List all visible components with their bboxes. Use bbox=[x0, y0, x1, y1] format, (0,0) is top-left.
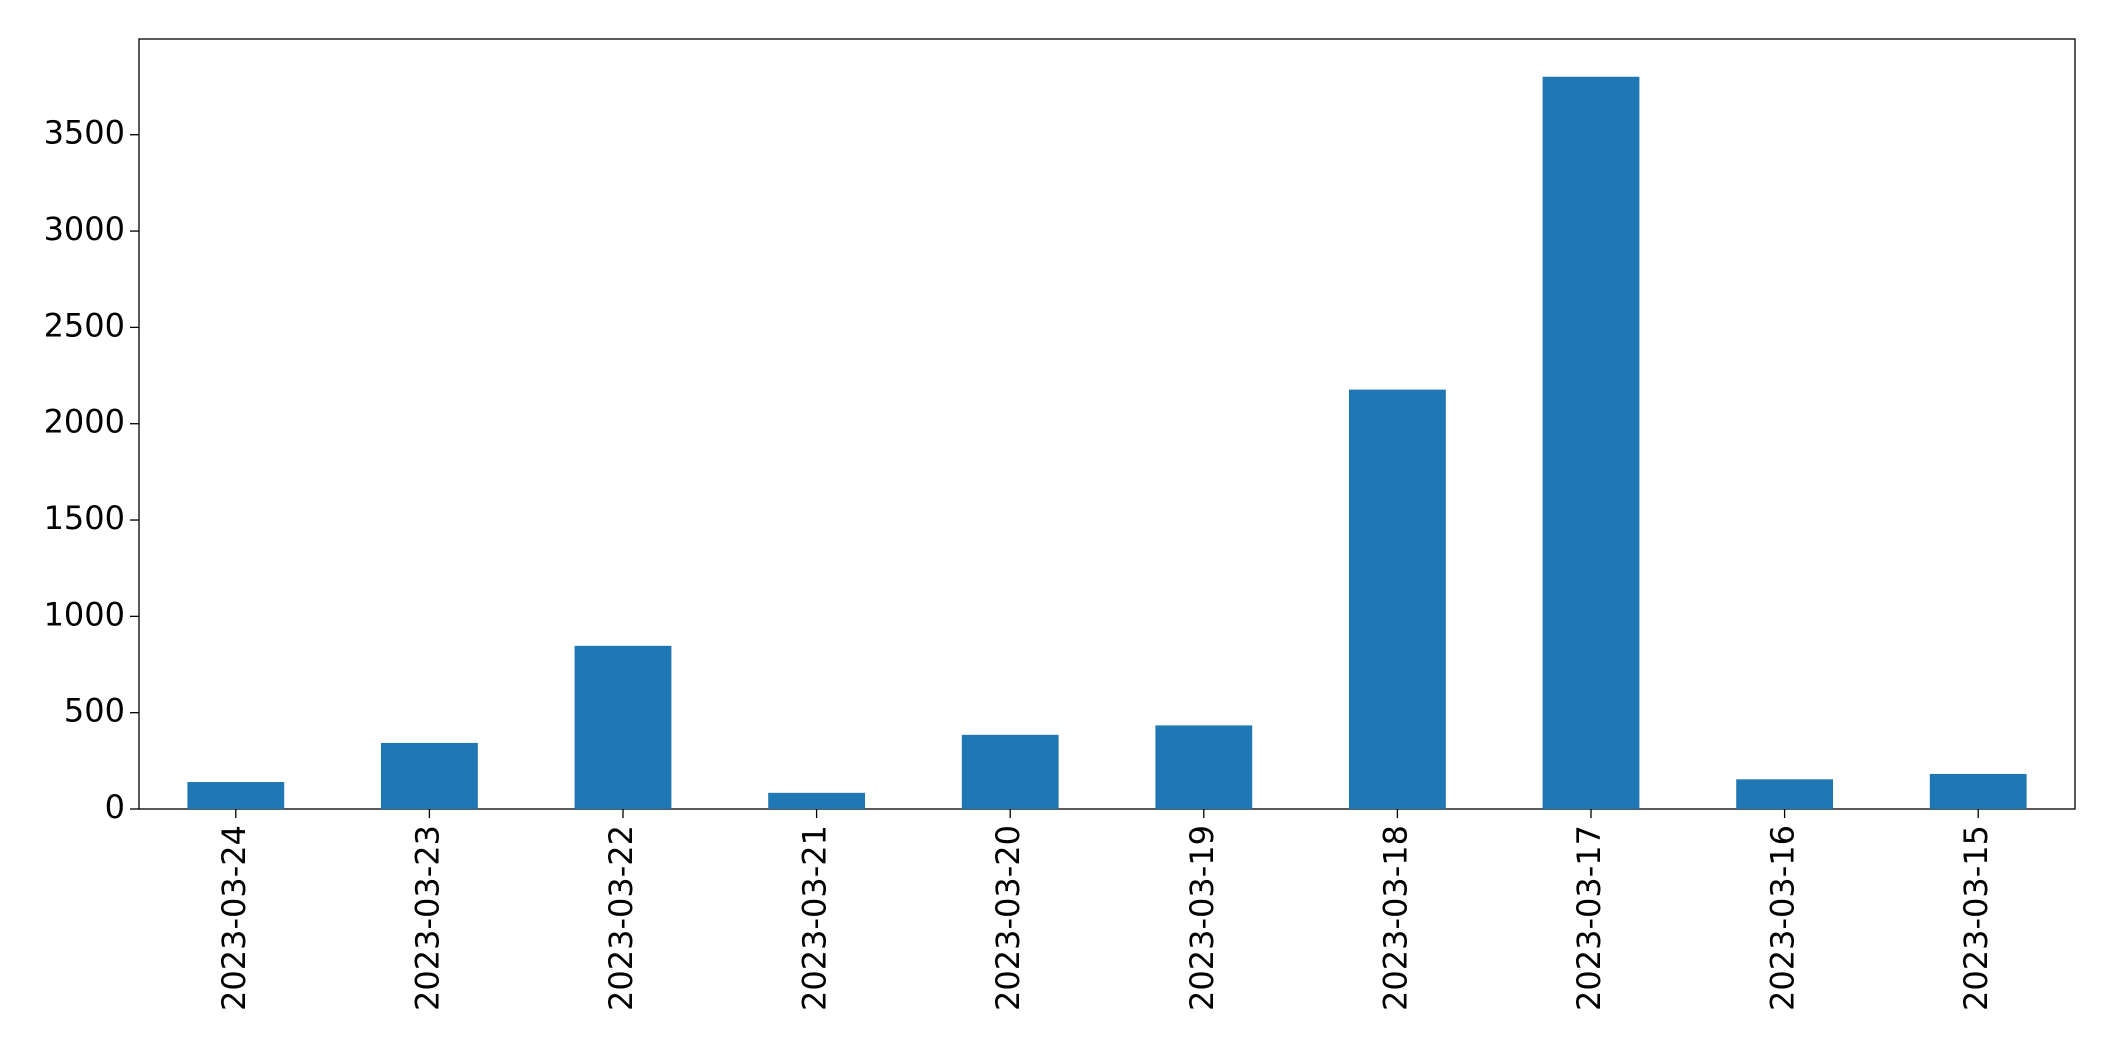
bar bbox=[1542, 76, 1640, 810]
y-tick-label: 2500 bbox=[44, 306, 125, 344]
y-tick-label: 2000 bbox=[44, 403, 125, 441]
bar bbox=[187, 782, 285, 809]
bar bbox=[1155, 725, 1253, 809]
bar bbox=[574, 645, 672, 809]
x-tick-label: 2023-03-15 bbox=[1957, 825, 1995, 1011]
x-tick-label: 2023-03-19 bbox=[1183, 825, 1221, 1011]
y-tick-label: 3500 bbox=[44, 114, 125, 152]
x-tick-label: 2023-03-23 bbox=[408, 825, 446, 1011]
x-tick-label: 2023-03-21 bbox=[796, 825, 834, 1011]
bar bbox=[381, 742, 478, 809]
plot-frame bbox=[138, 38, 2076, 810]
y-tick-label: 500 bbox=[64, 692, 125, 730]
bar bbox=[768, 792, 865, 809]
x-tick-label: 2023-03-20 bbox=[989, 825, 1027, 1011]
y-tick-label: 1000 bbox=[44, 595, 125, 633]
bar bbox=[1349, 389, 1446, 809]
y-tick-label: 1500 bbox=[44, 499, 125, 537]
bar bbox=[1736, 779, 1833, 809]
x-tick-label: 2023-03-24 bbox=[215, 825, 253, 1011]
x-tick-label: 2023-03-16 bbox=[1764, 825, 1802, 1011]
y-tick-label: 3000 bbox=[44, 210, 125, 248]
x-tick-label: 2023-03-22 bbox=[602, 825, 640, 1011]
bar bbox=[961, 734, 1059, 809]
x-tick-label: 2023-03-18 bbox=[1376, 825, 1414, 1011]
bar bbox=[1929, 773, 2027, 809]
y-tick-label: 0 bbox=[105, 788, 125, 826]
x-tick-label: 2023-03-17 bbox=[1570, 825, 1608, 1011]
